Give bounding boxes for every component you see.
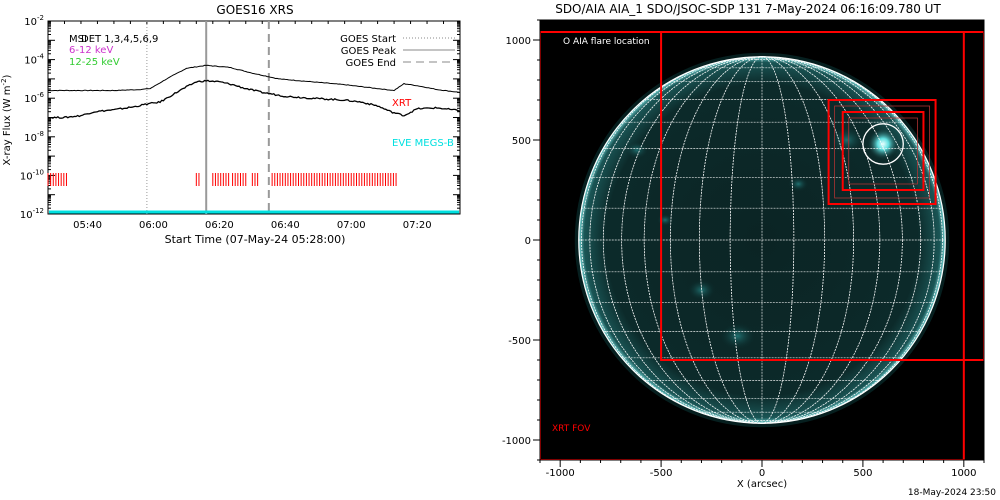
goes-xlabel: Start Time (07-May-24 05:28:00): [165, 233, 346, 246]
legend-solid: GOES Peak: [341, 46, 396, 57]
goes-ylabel: X-ray Flux (W m-2): [0, 74, 13, 165]
legend-detectors: DET 1,3,4,5,6,9: [81, 34, 158, 45]
aia-y-tick-label: 0: [525, 236, 531, 247]
goes-flux-curve-1: [47, 64, 461, 94]
aia-x-tick-label: 0: [759, 468, 765, 479]
aia-x-tick-label: 500: [853, 468, 872, 479]
aia-legend: O AIA flare location: [563, 37, 650, 47]
aia-axes: -1000 -500 0 500 1000 1000 500 0 -500 -1000: [502, 19, 985, 479]
legend-12-25kev: 12-25 keV: [69, 57, 120, 68]
goes-flux-curve-2: [47, 79, 461, 119]
legend-dotted: GOES Start: [340, 34, 396, 45]
goes-y-tick-label: 10-12: [20, 207, 44, 221]
aia-y-tick-label: 500: [512, 136, 531, 147]
active-region-patch: [687, 279, 716, 301]
goes-x-tick-label: 06:20: [205, 220, 234, 231]
goes-x-tick-label: 07:00: [337, 220, 366, 231]
aia-y-tick-label: -500: [508, 336, 531, 347]
xrt-fov-box: [827, 99, 937, 205]
aia-image: [540, 31, 984, 460]
flare-glow: [867, 128, 900, 160]
aia-title: SDO/AIA AIA_1 SDO/JSOC-SDP 131 7-May-202…: [555, 2, 941, 16]
xrt-fov-box-inner: [834, 105, 930, 199]
xrt-coverage-ticks: [47, 173, 397, 186]
xrt-fov-label: XRT FOV: [552, 424, 591, 434]
goes-title: GOES16 XRS: [216, 3, 293, 17]
limb-outline: [578, 56, 946, 424]
active-region-patch: [624, 141, 649, 159]
active-region-patch: [788, 176, 809, 192]
active-region-patch: [719, 322, 756, 350]
timestamp: 18-May-2024 23:50: [908, 488, 996, 498]
xrt-label: XRT: [392, 98, 412, 109]
aia-x-tick-label: 1000: [951, 468, 976, 479]
longitude-line: [670, 56, 854, 424]
legend-dashed: GOES End: [346, 58, 396, 69]
goes-panel: GOES16 XRS 10-12 10-10 10-8 10-6 10-4 10-2 05…: [0, 3, 461, 246]
eve-label: EVE MEGS-B: [392, 138, 454, 149]
active-region-patch: [828, 126, 865, 154]
aia-x-tick-label: -500: [650, 468, 673, 479]
xrt-fov-box: [841, 111, 925, 191]
legend-msi: MSI: [69, 34, 87, 45]
goes-y-tick-label: 10-10: [20, 168, 44, 182]
goes-x-tick-label: 06:00: [139, 220, 168, 231]
goes-y-tick-label: 10-2: [24, 14, 44, 28]
goes-x-tick-label: 06:40: [271, 220, 300, 231]
goes-curves: [47, 64, 461, 119]
flare-location-circle: [862, 123, 904, 165]
legend-6-12kev: 6-12 keV: [69, 45, 113, 56]
goes-y-tick-label: 10-8: [24, 130, 44, 144]
aia-x-tick-label: -1000: [546, 468, 575, 479]
goes-x-tick-label: 05:40: [73, 220, 102, 231]
goes-y-tick-label: 10-4: [24, 53, 44, 67]
aia-panel: SDO/AIA AIA_1 SDO/JSOC-SDP 131 7-May-202…: [502, 2, 996, 498]
aia-y-tick-label: 1000: [506, 36, 531, 47]
goes-y-tick-label: 10-6: [24, 91, 44, 105]
goes-x-tick-label: 07:20: [403, 220, 432, 231]
aia-y-tick-label: -1000: [502, 436, 531, 447]
goes-y-axis: 10-12 10-10 10-8 10-6 10-4 10-2: [20, 14, 460, 221]
goes-event-markers: [146, 21, 270, 214]
xrt-fov-box-inner: [848, 117, 918, 185]
aia-xlabel: X (arcsec): [737, 479, 787, 490]
